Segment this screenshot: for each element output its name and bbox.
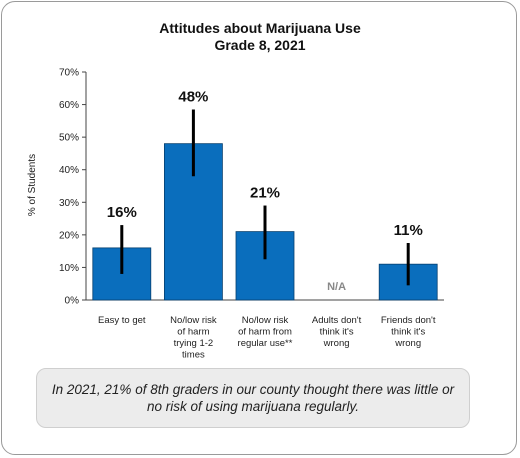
y-tick-label: 0% bbox=[65, 296, 80, 307]
y-tick-label: 20% bbox=[59, 230, 79, 241]
y-tick-label: 40% bbox=[59, 165, 79, 176]
chart-title: Attitudes about Marijuana Use bbox=[159, 20, 361, 36]
data-label: N/A bbox=[327, 281, 346, 293]
y-tick-label: 50% bbox=[59, 133, 79, 144]
data-label: 21% bbox=[250, 185, 280, 202]
data-label: 11% bbox=[394, 222, 423, 239]
x-tick-label: No/low risk of harm trying 1-2 times bbox=[170, 315, 217, 360]
caption-text: In 2021, 21% of 8th graders in our count… bbox=[51, 382, 455, 414]
x-tick-label: No/low risk of harm from regular use** bbox=[238, 315, 293, 349]
y-tick-label: 10% bbox=[59, 263, 79, 274]
y-tick-label: 60% bbox=[59, 100, 79, 111]
x-tick-label: Adults don't think it's wrong bbox=[312, 315, 362, 349]
y-axis-label: % of Students bbox=[27, 154, 38, 216]
chart-subtitle: Grade 8, 2021 bbox=[214, 37, 306, 53]
caption-box: In 2021, 21% of 8th graders in our count… bbox=[36, 368, 470, 428]
data-label: 16% bbox=[107, 204, 137, 221]
data-label: 48% bbox=[178, 88, 208, 105]
x-tick-label: Friends don't think it's wrong bbox=[381, 315, 436, 349]
x-tick-label: Easy to get bbox=[98, 315, 146, 326]
bar-chart: 0%10%20%30%40%50%60%70% 16%48%21%N/A11% … bbox=[27, 68, 444, 360]
y-tick-label: 30% bbox=[59, 198, 79, 209]
y-tick-label: 70% bbox=[59, 68, 79, 79]
